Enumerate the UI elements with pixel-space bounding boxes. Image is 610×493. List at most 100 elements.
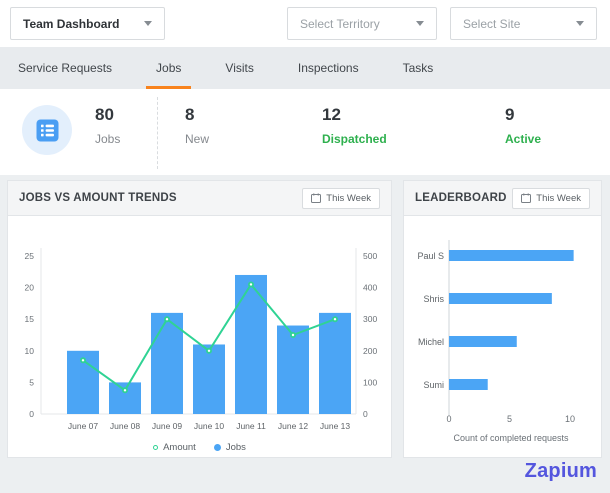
x-axis-tick-label: 0 bbox=[446, 414, 451, 424]
right-axis-tick-label: 500 bbox=[363, 251, 377, 261]
dashboard-selector[interactable]: Team Dashboard bbox=[10, 7, 165, 40]
chevron-down-icon bbox=[576, 21, 584, 26]
stat-new: 8 New bbox=[185, 105, 209, 146]
x-axis-tick-label: 10 bbox=[565, 414, 575, 424]
tab-label: Tasks bbox=[402, 61, 434, 75]
x-axis-title: Count of completed requests bbox=[453, 433, 569, 443]
amount-point-center bbox=[207, 349, 211, 352]
amount-point-center bbox=[333, 318, 337, 321]
right-axis-tick-label: 0 bbox=[363, 409, 368, 419]
left-axis-tick-label: 0 bbox=[29, 409, 34, 419]
trends-panel-title: JOBS VS AMOUNT TRENDS bbox=[19, 192, 177, 204]
amount-point-center bbox=[123, 389, 127, 392]
tab-label: Jobs bbox=[156, 61, 182, 75]
jobs-bar-june-12 bbox=[277, 325, 309, 414]
stat-label: Jobs bbox=[95, 132, 121, 147]
leaderboard-panel-header: LEADERBOARD This Week bbox=[404, 181, 601, 216]
jobs-bar-june-10 bbox=[193, 344, 225, 414]
tab-label: Service Requests bbox=[18, 61, 113, 75]
left-axis-tick-label: 25 bbox=[25, 251, 35, 261]
legend-label: Amount bbox=[163, 442, 196, 453]
amount-point-center bbox=[81, 359, 85, 362]
stat-label: Active bbox=[505, 132, 542, 147]
trends-week-filter-label: This Week bbox=[326, 192, 371, 204]
right-axis-tick-label: 100 bbox=[363, 377, 377, 387]
dashboard-selector-value: Team Dashboard bbox=[23, 16, 120, 31]
dot-marker-icon bbox=[213, 444, 221, 451]
leaderboard-name-label: Paul S bbox=[417, 251, 444, 261]
stat-jobs: 80 Jobs bbox=[95, 105, 120, 146]
leaderboard-panel: LEADERBOARD This Week Paul S Shris Michel S… bbox=[403, 180, 602, 458]
trends-legend: Amount Jobs bbox=[8, 438, 391, 457]
territory-selector-placeholder: Select Territory bbox=[300, 16, 380, 31]
tab-inspections[interactable]: Inspections bbox=[298, 47, 359, 89]
jobs-bar-june-08 bbox=[109, 382, 141, 414]
legend-jobs[interactable]: Jobs bbox=[213, 442, 246, 453]
x-axis-category-label: June 08 bbox=[110, 421, 141, 431]
x-axis-category-label: June 11 bbox=[236, 421, 266, 431]
stat-label: Dispatched bbox=[322, 132, 387, 147]
leaderboard-bar-paul-s bbox=[449, 250, 574, 261]
calendar-icon bbox=[521, 193, 532, 203]
amount-point-center bbox=[249, 283, 253, 286]
leaderboard-week-filter-button[interactable]: This Week bbox=[512, 187, 590, 209]
x-axis-category-label: June 13 bbox=[320, 421, 351, 431]
stat-label: New bbox=[185, 132, 210, 147]
stat-value: 80 bbox=[95, 105, 114, 124]
leaderboard-week-filter-label: This Week bbox=[536, 192, 581, 204]
stat-dispatched: 12 Dispatched bbox=[322, 105, 387, 146]
trends-panel-header: JOBS VS AMOUNT TRENDS This Week bbox=[8, 181, 391, 216]
legend-amount[interactable]: Amount bbox=[153, 442, 196, 453]
right-axis-tick-label: 300 bbox=[363, 314, 377, 324]
tab-service-requests[interactable]: Service Requests bbox=[18, 47, 112, 89]
amount-point-center bbox=[165, 318, 169, 321]
calendar-icon bbox=[311, 193, 322, 203]
left-axis-tick-label: 15 bbox=[25, 314, 35, 324]
left-axis-tick-label: 10 bbox=[25, 346, 35, 356]
tabbar: Service Requests Jobs Visits Inspections Tas… bbox=[0, 47, 610, 89]
tab-label: Inspections bbox=[297, 61, 359, 75]
jobs-bar-june-13 bbox=[319, 312, 351, 414]
list-icon bbox=[36, 119, 58, 141]
leaderboard-name-label: Shris bbox=[423, 294, 444, 304]
stat-value: 8 bbox=[185, 105, 195, 124]
tab-jobs[interactable]: Jobs bbox=[146, 47, 192, 89]
active-tab-indicator bbox=[146, 86, 192, 89]
x-axis-category-label: June 10 bbox=[194, 421, 225, 431]
dashboard-content: JOBS VS AMOUNT TRENDS This Week 0 5 10 15 20… bbox=[0, 175, 610, 493]
right-axis-tick-label: 400 bbox=[363, 283, 377, 293]
trends-panel: JOBS VS AMOUNT TRENDS This Week 0 5 10 15 20… bbox=[7, 180, 392, 458]
trends-panel-body: 0 5 10 15 20 25 0 100 200 300 400 500 June 07 June 08… bbox=[8, 216, 391, 457]
jobs-vs-amount-chart: 0 5 10 15 20 25 0 100 200 300 400 500 June 07 June 08… bbox=[25, 248, 377, 431]
site-selector-placeholder: Select Site bbox=[463, 16, 521, 31]
chevron-down-icon bbox=[144, 21, 152, 26]
x-axis-category-label: June 09 bbox=[152, 421, 183, 431]
ring-marker-icon bbox=[153, 445, 159, 450]
leaderboard-panel-body: Paul S Shris Michel Sumi 0 5 10 Count of comple… bbox=[404, 216, 601, 457]
leaderboard-bar-sumi bbox=[449, 379, 488, 390]
stat-active: 9 Active bbox=[505, 105, 541, 146]
tab-visits[interactable]: Visits bbox=[225, 47, 253, 89]
leaderboard-bar-michel bbox=[449, 336, 517, 347]
jobs-stat-icon-circle bbox=[22, 105, 72, 155]
tab-tasks[interactable]: Tasks bbox=[403, 47, 434, 89]
trends-week-filter-button[interactable]: This Week bbox=[302, 187, 380, 209]
stats-divider bbox=[157, 97, 158, 169]
jobs-bar-june-11 bbox=[235, 274, 267, 414]
leaderboard-panel-title: LEADERBOARD bbox=[415, 192, 507, 204]
stats-card: 80 Jobs 8 New 12 Dispatched 9 Active bbox=[0, 89, 610, 175]
jobs-bar-june-09 bbox=[151, 312, 183, 414]
x-axis-category-label: June 07 bbox=[68, 421, 99, 431]
stat-value: 9 bbox=[505, 105, 515, 124]
left-axis-tick-label: 5 bbox=[29, 377, 34, 387]
leaderboard-name-label: Sumi bbox=[423, 380, 444, 390]
x-axis-category-label: June 12 bbox=[278, 421, 309, 431]
legend-label: Jobs bbox=[225, 442, 246, 453]
amount-point-center bbox=[291, 333, 295, 337]
territory-selector[interactable]: Select Territory bbox=[287, 7, 437, 40]
leaderboard-chart: Paul S Shris Michel Sumi 0 5 10 Count of comple… bbox=[417, 240, 575, 443]
x-axis-tick-label: 5 bbox=[507, 414, 512, 424]
site-selector[interactable]: Select Site bbox=[450, 7, 597, 40]
left-axis-tick-label: 20 bbox=[25, 283, 35, 293]
leaderboard-name-label: Michel bbox=[418, 337, 444, 347]
